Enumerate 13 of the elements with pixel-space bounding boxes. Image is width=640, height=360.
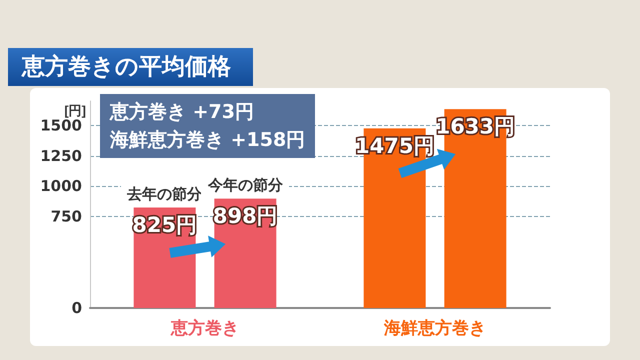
data-label: 825円 <box>132 213 198 238</box>
x-tick-label: 恵方巻き <box>170 318 239 338</box>
series-label: 今年の節分 <box>201 174 290 195</box>
y-tick-label: 750 <box>50 208 82 226</box>
y-axis-title: [円] <box>64 103 86 118</box>
annotation: 海鮮恵方巻き +158円 <box>110 128 306 153</box>
series-label: 去年の節分 <box>120 184 209 204</box>
y-tick-label: 1250 <box>40 146 82 165</box>
annotation: 恵方巻き +73円 <box>110 100 255 125</box>
y-tick-label: 1000 <box>40 177 82 196</box>
x-tick-label: 海鮮恵方巻き <box>383 318 486 338</box>
chart-title: 恵方巻きの平均価格 <box>8 48 253 86</box>
y-tick-label: 0 <box>72 299 82 317</box>
